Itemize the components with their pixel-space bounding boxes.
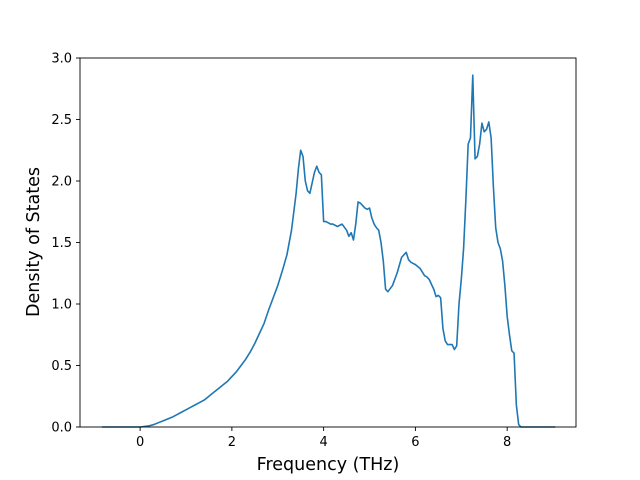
x-tick-label: 2 (228, 435, 236, 450)
plot-area (79, 57, 577, 428)
y-tick-label: 2.5 (51, 113, 72, 128)
x-tick-label: 6 (411, 435, 419, 450)
dos-series-line-0 (102, 74, 556, 428)
x-tick-label: 4 (320, 435, 328, 450)
y-axis-ticks: 0.0 0.5 1.0 1.5 2.0 2.5 3.0 (51, 52, 80, 436)
y-tick-label: 1.0 (51, 298, 72, 313)
x-axis-title: Frequency (THz) (257, 455, 400, 475)
y-tick-label: 1.5 (51, 236, 72, 251)
x-tick-label: 0 (136, 435, 144, 450)
x-axis-ticks: 0 2 4 6 8 (136, 427, 511, 450)
y-tick-label: 3.0 (51, 52, 72, 67)
y-tick-label: 0.5 (51, 359, 72, 374)
line-layer (102, 74, 556, 428)
y-tick-label: 0.0 (51, 421, 72, 436)
x-tick-label: 8 (503, 435, 511, 450)
y-axis-title: Density of States (24, 167, 44, 317)
plot-frame (79, 57, 577, 428)
y-tick-label: 2.0 (51, 175, 72, 190)
